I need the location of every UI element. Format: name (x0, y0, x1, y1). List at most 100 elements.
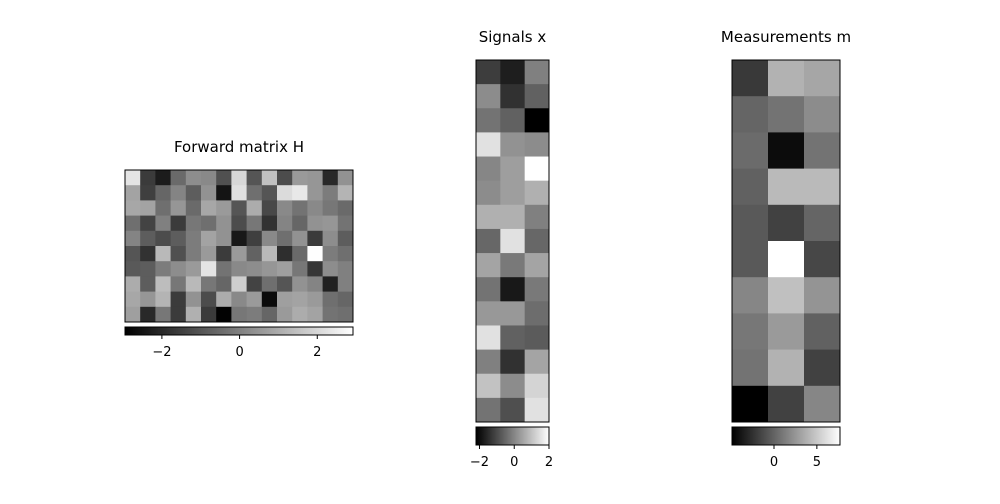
heatmap-cell (337, 215, 354, 232)
heatmap-cell (185, 306, 202, 323)
heatmap-cell (337, 306, 354, 323)
heatmap-cell (732, 277, 769, 314)
heatmap-cell (732, 241, 769, 278)
heatmap-cell (155, 185, 171, 201)
heatmap-cell (476, 204, 501, 230)
heatmap-cell (216, 230, 232, 247)
heatmap-cell (140, 215, 156, 232)
heatmap-cell (804, 385, 841, 423)
plot-frame (475, 59, 550, 423)
colorbar (475, 426, 550, 446)
heatmap-cell (277, 170, 293, 186)
heatmap-cell (185, 170, 202, 186)
heatmap-cell (500, 84, 526, 109)
colorbar-tick-label: 0 (235, 345, 243, 360)
heatmap-cell (768, 132, 805, 169)
heatmap-cell (292, 200, 308, 216)
heatmap-cell (125, 246, 141, 262)
heatmap-cell (185, 261, 202, 277)
heatmap-cell (337, 261, 354, 277)
heatmap-cell (804, 313, 841, 350)
heatmap-cell (500, 132, 526, 157)
heatmap-cell (261, 185, 278, 201)
heatmap-cell (231, 291, 247, 308)
heatmap-cell (307, 276, 323, 292)
heatmap-cell (185, 200, 202, 216)
heatmap-cell (261, 291, 278, 308)
heatmap-cell (155, 276, 171, 292)
heatmap-cell (524, 373, 550, 399)
heatmap-cell (277, 306, 293, 323)
heatmap-cell (185, 291, 202, 308)
heatmap-cell (140, 306, 156, 323)
heatmap-cell (185, 276, 202, 292)
heatmap-cell (524, 156, 550, 182)
heatmap-cell (322, 170, 339, 186)
heatmap-cell (476, 325, 501, 350)
heatmap-cell (768, 349, 805, 387)
heatmap-cell (524, 228, 550, 254)
heatmap-cell (170, 215, 187, 232)
heatmap-cell (185, 215, 202, 232)
colorbar-tick-label: 5 (813, 455, 821, 470)
heatmap-cell (277, 291, 293, 308)
heatmap-cell (246, 246, 263, 262)
heatmap-cell (500, 277, 526, 302)
heatmap-cell (322, 230, 339, 247)
heatmap-cell (170, 261, 187, 277)
heatmap-cell (170, 230, 187, 247)
heatmap-cell (277, 200, 293, 216)
heatmap-cell (216, 215, 232, 232)
heatmap-cell (307, 200, 323, 216)
heatmap-cell (292, 170, 308, 186)
heatmap-cell (277, 230, 293, 247)
heatmap-cell (216, 276, 232, 292)
heatmap-cell (307, 230, 323, 247)
plot-frame (124, 169, 354, 323)
heatmap-cell (732, 313, 769, 350)
heatmap-cell (277, 185, 293, 201)
heatmap-cell (476, 349, 501, 375)
heatmap-cell (307, 306, 323, 323)
heatmap-cell (125, 170, 141, 186)
heatmap-cell (476, 397, 501, 423)
heatmap-cell (804, 60, 841, 97)
heatmap-cell (140, 170, 156, 186)
colorbar-tick-label: −2 (470, 455, 489, 470)
heatmap-cell (732, 385, 769, 423)
colorbar-tick-label: 0 (770, 455, 778, 470)
heatmap-cell (307, 246, 323, 262)
heatmap-cell (500, 228, 526, 254)
colorbar-tick-label: −2 (152, 345, 171, 360)
heatmap-cell (322, 291, 339, 308)
heatmap-cell (322, 261, 339, 277)
heatmap-cell (170, 170, 187, 186)
heatmap-cell (125, 306, 141, 323)
colorbar (124, 326, 354, 336)
heatmap-cell (500, 349, 526, 375)
heatmap-cell (322, 246, 339, 262)
heatmap-cell (231, 261, 247, 277)
heatmap-cell (261, 261, 278, 277)
heatmap-cell (804, 132, 841, 169)
heatmap-cell (201, 230, 217, 247)
heatmap-cell (337, 200, 354, 216)
heatmap-cell (292, 246, 308, 262)
heatmap-cell (804, 168, 841, 206)
heatmap-cell (140, 230, 156, 247)
heatmap-cell (125, 261, 141, 277)
heatmap-cell (337, 230, 354, 247)
heatmap-cell (768, 60, 805, 97)
heatmap-cell (524, 253, 550, 278)
heatmap-cell (476, 253, 501, 278)
heatmap-cell (322, 306, 339, 323)
heatmap-cell (476, 277, 501, 302)
heatmap-cell (524, 277, 550, 302)
heatmap-cell (277, 261, 293, 277)
heatmap-cell (500, 60, 526, 85)
heatmap-cell (500, 180, 526, 206)
heatmap-cell (322, 200, 339, 216)
heatmap-cell (125, 185, 141, 201)
heatmap-cell (476, 180, 501, 206)
heatmap-cell (261, 276, 278, 292)
